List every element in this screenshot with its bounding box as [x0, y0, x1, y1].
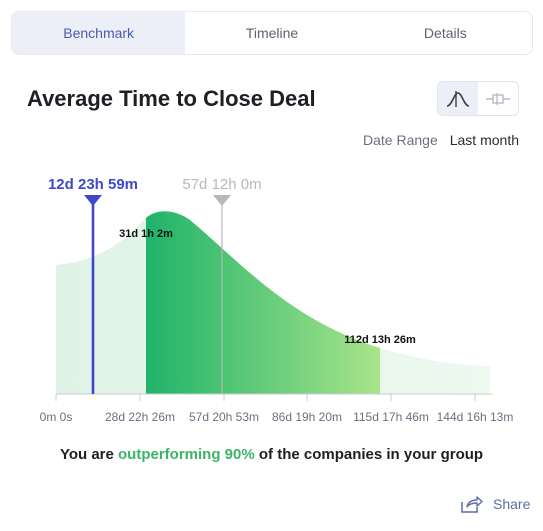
- summary-prefix: You are: [59, 446, 119, 463]
- x-tick-label: 0m 0s: [40, 410, 73, 424]
- date-range[interactable]: Date Range Last month: [363, 132, 519, 148]
- distribution-chart: 0m 0s 28d 22h 26m 57d 20h 53m 86d 19h 20…: [40, 176, 514, 424]
- page-title: Average Time to Close Deal: [27, 86, 316, 111]
- share-icon: [461, 496, 483, 513]
- x-tick-labels: 0m 0s 28d 22h 26m 57d 20h 53m 86d 19h 20…: [40, 410, 514, 424]
- distribution-highlight-area: [146, 211, 380, 394]
- curve-icon: [446, 90, 470, 107]
- tab-bar: Benchmark Timeline Details: [11, 11, 533, 55]
- summary-highlight: outperforming 90%: [118, 446, 255, 463]
- date-range-label: Date Range: [363, 132, 438, 148]
- summary-suffix: of the companies in your group: [254, 446, 484, 463]
- tab-details[interactable]: Details: [423, 25, 467, 41]
- share-label: Share: [493, 496, 531, 512]
- date-range-value: Last month: [449, 132, 519, 148]
- percentile-low-label: 31d 1h 2m: [119, 228, 173, 240]
- x-tick-label: 57d 20h 53m: [189, 410, 259, 424]
- x-tick-label: 115d 17h 46m: [353, 410, 429, 424]
- your-marker-label: 12d 23h 59m: [48, 176, 138, 193]
- x-tick-label: 28d 22h 26m: [105, 410, 175, 424]
- view-toggle: [437, 81, 519, 116]
- tab-benchmark[interactable]: Benchmark: [12, 12, 186, 54]
- benchmark-marker-label: 57d 12h 0m: [182, 176, 261, 193]
- summary-message: You are outperforming 90% of the compani…: [0, 446, 543, 463]
- benchmark-marker-triangle: [213, 195, 231, 206]
- curve-view-button[interactable]: [438, 82, 478, 115]
- boxplot-icon: [486, 92, 510, 105]
- percentile-high-label: 112d 13h 26m: [344, 334, 416, 346]
- boxplot-view-button[interactable]: [478, 82, 518, 115]
- x-tick-label: 144d 16h 13m: [437, 410, 514, 424]
- share-button[interactable]: Share: [459, 494, 530, 514]
- your-marker-triangle: [84, 195, 102, 206]
- x-tick-label: 86d 19h 20m: [272, 410, 342, 424]
- x-ticks: [55, 394, 476, 401]
- tab-timeline[interactable]: Timeline: [245, 25, 299, 41]
